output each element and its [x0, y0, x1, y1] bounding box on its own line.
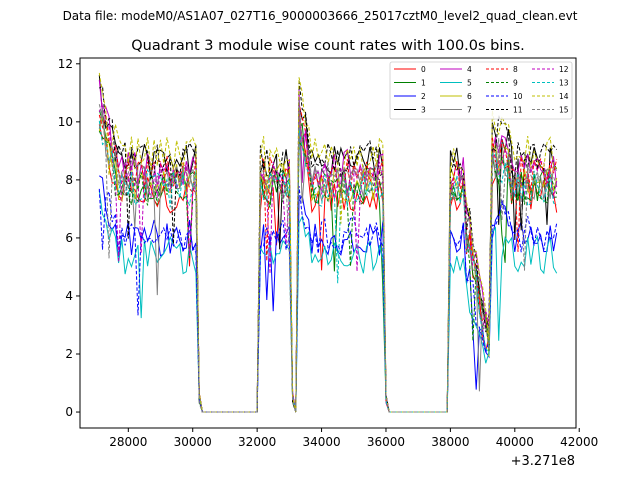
series-line-15 [98, 99, 558, 413]
series-layer [98, 72, 558, 413]
series-line-12 [98, 101, 558, 413]
legend-label-1: 1 [421, 79, 426, 88]
x-tick-label: 36000 [367, 435, 405, 449]
legend-label-13: 13 [559, 79, 569, 88]
x-offset-label: +3.271e8 [511, 454, 575, 469]
legend-label-7: 7 [467, 106, 472, 115]
chart-title: Quadrant 3 module wise count rates with … [131, 38, 525, 54]
series-line-13 [98, 120, 557, 413]
x-tick-label: 30000 [174, 435, 212, 449]
legend-label-3: 3 [421, 106, 426, 115]
series-line-9 [98, 130, 558, 413]
x-axis: 28000 30000 32000 34000 36000 38000 40000 42000 [109, 428, 598, 449]
legend-label-6: 6 [467, 92, 472, 101]
y-tick-label: 12 [58, 57, 73, 71]
x-tick-label: 28000 [109, 435, 147, 449]
series-line-1 [98, 110, 557, 413]
legend-label-2: 2 [421, 92, 426, 101]
series-line-7 [98, 108, 558, 413]
y-tick-label: 4 [65, 289, 73, 303]
legend-label-14: 14 [559, 92, 569, 101]
legend-label-5: 5 [467, 79, 472, 88]
legend-label-9: 9 [513, 79, 518, 88]
figure-suptitle: Data file: modeM0/AS1A07_027T16_90000036… [63, 9, 578, 23]
x-tick-label: 40000 [496, 435, 534, 449]
series-line-10 [98, 185, 558, 413]
legend-label-15: 15 [559, 106, 569, 115]
y-tick-label: 6 [65, 231, 73, 245]
legend-label-12: 12 [559, 65, 569, 74]
legend-label-10: 10 [513, 92, 523, 101]
y-tick-label: 0 [65, 405, 73, 419]
series-line-8 [98, 103, 558, 413]
y-tick-label: 10 [58, 115, 73, 129]
x-tick-label: 42000 [560, 435, 598, 449]
legend-box [389, 61, 573, 120]
series-line-14 [98, 72, 558, 413]
x-tick-label: 38000 [431, 435, 469, 449]
x-tick-label: 32000 [238, 435, 276, 449]
y-tick-label: 2 [65, 347, 73, 361]
series-line-2 [99, 175, 558, 413]
series-line-5 [98, 190, 558, 413]
y-tick-label: 8 [65, 173, 73, 187]
legend-label-8: 8 [513, 65, 518, 74]
x-tick-label: 34000 [302, 435, 340, 449]
legend-label-0: 0 [421, 65, 426, 74]
plot-frame [79, 57, 577, 429]
legend-label-11: 11 [513, 106, 523, 115]
series-line-4 [98, 80, 558, 413]
y-axis: 0 2 4 6 8 10 12 [58, 57, 80, 419]
series-line-6 [98, 106, 558, 413]
legend-label-4: 4 [467, 65, 472, 74]
